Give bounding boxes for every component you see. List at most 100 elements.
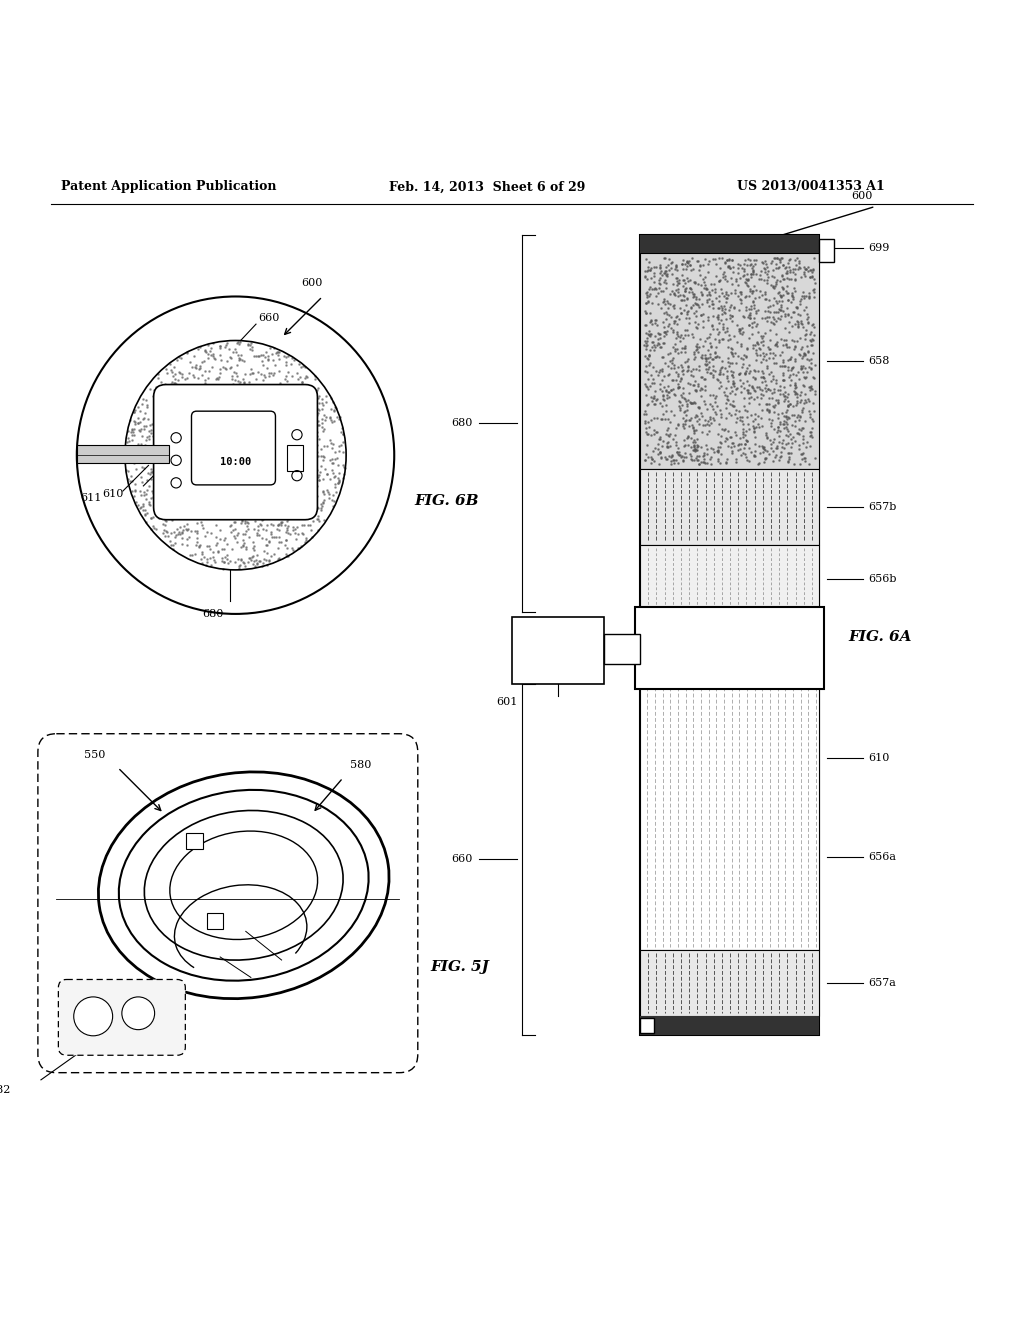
Point (145, 461, 162, 482)
Point (638, 444, 654, 465)
Point (162, 354, 178, 375)
Point (718, 451, 734, 473)
Point (795, 417, 811, 438)
Point (242, 383, 258, 404)
Point (724, 306, 740, 327)
Point (750, 454, 766, 475)
Point (222, 515, 239, 536)
Point (331, 470, 347, 491)
Point (185, 454, 202, 475)
Point (757, 370, 773, 391)
Point (668, 306, 684, 327)
Point (784, 286, 801, 308)
Point (667, 257, 683, 279)
Point (287, 523, 303, 544)
Point (712, 359, 728, 380)
Point (257, 401, 273, 422)
Point (649, 388, 666, 409)
Point (672, 400, 688, 421)
Point (170, 483, 186, 504)
Point (803, 376, 819, 397)
Point (787, 411, 804, 432)
Point (211, 458, 227, 479)
Point (752, 280, 768, 301)
Point (795, 375, 811, 396)
Point (272, 467, 289, 488)
Point (755, 384, 771, 405)
Point (683, 279, 699, 300)
Point (655, 385, 672, 407)
Point (793, 257, 809, 279)
Point (285, 520, 301, 541)
Point (324, 449, 340, 470)
Point (784, 433, 801, 454)
Point (754, 252, 770, 273)
Point (255, 475, 271, 496)
Point (227, 467, 244, 488)
Point (663, 293, 679, 314)
Point (642, 425, 658, 446)
Point (239, 515, 255, 536)
Point (761, 347, 777, 368)
Point (176, 392, 193, 413)
Point (711, 378, 727, 399)
Point (695, 317, 712, 338)
Point (312, 446, 329, 467)
Point (651, 441, 668, 462)
Point (200, 491, 216, 512)
Point (643, 314, 659, 335)
Point (244, 363, 260, 384)
Point (255, 552, 271, 573)
Point (801, 282, 817, 304)
Point (309, 519, 326, 540)
Point (324, 490, 340, 511)
Point (224, 408, 241, 429)
Point (658, 261, 675, 282)
Point (234, 535, 251, 556)
Point (216, 484, 232, 506)
Point (170, 474, 186, 495)
Point (750, 376, 766, 397)
Point (655, 292, 672, 313)
Point (322, 407, 338, 428)
Point (655, 430, 672, 451)
Point (768, 389, 784, 411)
Point (766, 352, 782, 374)
Point (140, 494, 157, 515)
Point (766, 277, 782, 298)
Point (262, 400, 279, 421)
Point (187, 484, 204, 506)
Point (753, 268, 769, 289)
Point (696, 277, 713, 298)
Point (261, 495, 278, 516)
Point (236, 430, 252, 451)
Point (753, 345, 769, 366)
Point (744, 416, 761, 437)
Point (208, 535, 224, 556)
Point (168, 441, 184, 462)
Point (225, 412, 242, 433)
Point (707, 342, 723, 363)
Point (771, 449, 787, 470)
Point (310, 385, 327, 407)
Point (227, 434, 244, 455)
Point (721, 249, 737, 271)
Point (182, 500, 199, 521)
Point (640, 290, 656, 312)
Point (784, 426, 801, 447)
Point (171, 362, 187, 383)
Point (713, 407, 729, 428)
Point (167, 524, 183, 545)
Point (649, 322, 666, 343)
Point (736, 425, 753, 446)
Point (737, 286, 754, 308)
Point (663, 379, 679, 400)
Point (309, 466, 326, 487)
Point (646, 372, 663, 393)
Point (670, 281, 686, 302)
Point (770, 308, 786, 329)
Point (180, 441, 197, 462)
Point (647, 360, 664, 381)
Point (675, 416, 691, 437)
Point (706, 273, 722, 294)
